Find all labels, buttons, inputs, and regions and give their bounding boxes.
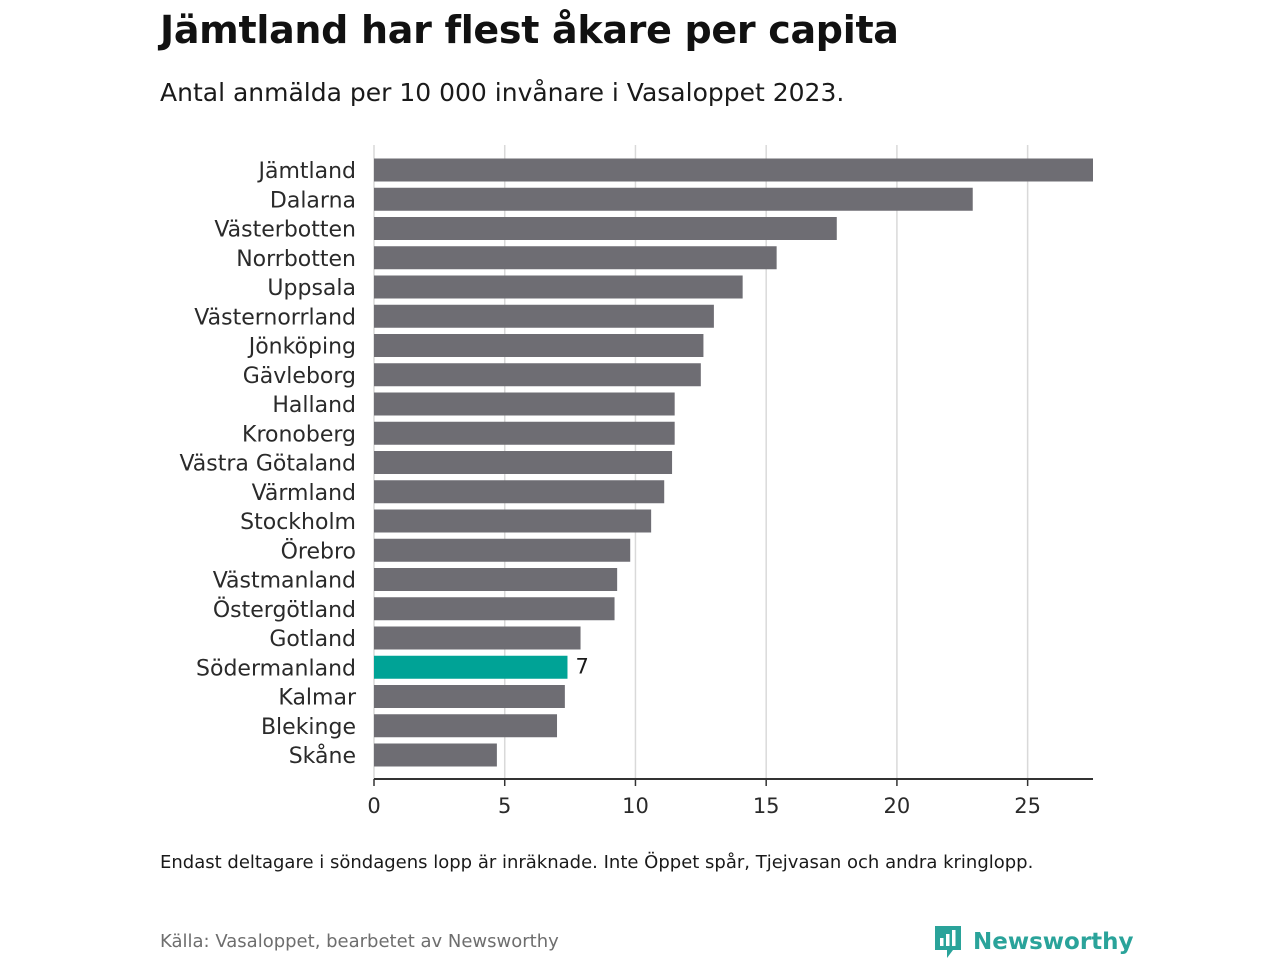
x-tick-label: 15 [753, 794, 780, 818]
category-label: Skåne [289, 743, 356, 769]
category-label: Dalarna [270, 188, 356, 213]
bar [374, 451, 673, 474]
bar [374, 275, 743, 299]
chart-subtitle: Antal anmälda per 10 000 invånare i Vasa… [160, 78, 845, 107]
bar [374, 655, 568, 679]
category-label: Västernorrland [194, 305, 356, 330]
category-label: Halland [272, 393, 356, 418]
x-tick-label: 20 [884, 794, 911, 818]
category-label: Norrbotten [236, 247, 356, 272]
footnote: Endast deltagare i söndagens lopp är inr… [160, 852, 1034, 873]
x-tick-label: 25 [1014, 794, 1041, 818]
bar [374, 187, 973, 211]
newsworthy-logo-icon [935, 926, 961, 958]
category-label: Västra Götaland [179, 452, 356, 477]
bar-chart: Jämtland Dalarna Västerbotten Norrbotten Upp… [179, 145, 1093, 818]
bar [374, 421, 675, 445]
category-label: Södermanland [196, 656, 356, 681]
bar [374, 597, 615, 621]
source-credit: Källa: Vasaloppet, bearbetet av Newswort… [160, 931, 559, 952]
category-label: Örebro [281, 538, 356, 564]
bar [374, 480, 665, 504]
chart-title: Jämtland har flest åkare per capita [160, 8, 899, 52]
category-label: Jämtland [256, 159, 356, 184]
category-label: Västerbotten [214, 218, 356, 243]
category-label: Värmland [252, 481, 356, 506]
category-label: Blekinge [261, 715, 356, 740]
category-label: Stockholm [240, 510, 356, 535]
x-tick-label: 10 [622, 794, 649, 818]
bar [374, 685, 565, 708]
category-label: Östergötland [213, 597, 356, 623]
category-label: Kalmar [278, 686, 357, 711]
category-label: Uppsala [267, 276, 356, 301]
bar [374, 743, 497, 767]
bar [374, 334, 704, 357]
data-label: 7 [575, 654, 588, 678]
brand-logo: Newsworthy [933, 922, 1134, 962]
bar [374, 217, 837, 240]
x-tick-label: 5 [498, 794, 511, 818]
bar [374, 568, 618, 591]
category-label: Jönköping [247, 335, 356, 360]
bar [374, 714, 558, 738]
bar [374, 363, 701, 387]
category-label: Gävleborg [243, 364, 356, 389]
bar [374, 304, 714, 328]
bar [374, 246, 777, 270]
bar [374, 392, 675, 416]
category-label: Västmanland [213, 569, 356, 594]
category-label: Kronoberg [242, 422, 356, 447]
bar [374, 626, 581, 650]
bar [374, 509, 652, 533]
category-label: Gotland [269, 627, 356, 652]
x-tick-label: 0 [367, 794, 380, 818]
bar [374, 538, 631, 562]
bar [374, 158, 1093, 182]
brand-name: Newsworthy [973, 929, 1134, 955]
